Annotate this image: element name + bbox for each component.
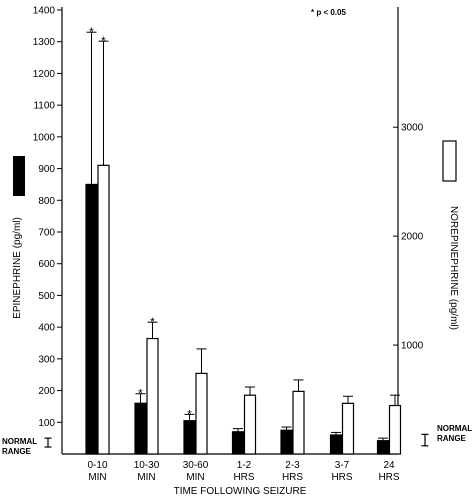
left-tick-label: 1200 bbox=[33, 69, 56, 80]
category-label-line2: HRS bbox=[331, 472, 352, 483]
left-legend bbox=[13, 156, 25, 196]
norepinephrine-significance-star: * bbox=[150, 315, 155, 329]
right-tick-label: 2000 bbox=[401, 232, 424, 243]
right-tick-label: 1000 bbox=[401, 341, 424, 352]
left-axis: 100 200 300 400 500 600 700 800 900 1000 1100 1200 1… bbox=[33, 6, 63, 454]
right-normal-label-line1: NORMAL bbox=[437, 424, 472, 433]
left-tick-label: 1000 bbox=[33, 132, 56, 143]
norepinephrine-bar bbox=[97, 164, 110, 455]
category-label-line2: HRS bbox=[378, 472, 399, 483]
category-label-line1: 10-30 bbox=[134, 460, 160, 471]
epinephrine-significance-star: * bbox=[187, 407, 192, 421]
left-normal-label-line2: RANGE bbox=[2, 447, 32, 456]
category-label-line1: 3-7 bbox=[335, 460, 350, 471]
right-normal-range: NORMAL RANGE bbox=[421, 424, 472, 447]
category-label-line2: MIN bbox=[88, 472, 106, 483]
norepinephrine-bar bbox=[243, 394, 257, 455]
norepinephrine-bar bbox=[388, 404, 402, 455]
epinephrine-bar bbox=[376, 440, 390, 455]
bars-layer: * * * * * bbox=[85, 25, 402, 455]
left-tick-label: 200 bbox=[38, 386, 55, 397]
category-label-line1: 30-60 bbox=[183, 460, 209, 471]
left-tick-label: 1100 bbox=[33, 101, 55, 112]
left-tick-label: 400 bbox=[38, 323, 55, 334]
norepinephrine-significance-star: * bbox=[101, 34, 106, 48]
epinephrine-significance-star: * bbox=[138, 387, 143, 401]
right-axis-title: NOREPINEPHRINE (pg/ml) bbox=[448, 206, 459, 330]
left-tick-label: 300 bbox=[38, 354, 55, 365]
left-normal-range: NORMAL RANGE bbox=[2, 437, 52, 456]
category-label-line2: MIN bbox=[186, 472, 204, 483]
norepinephrine-bar bbox=[146, 337, 159, 455]
left-tick-label: 1300 bbox=[33, 37, 56, 48]
epinephrine-bar bbox=[85, 183, 98, 455]
x-axis-title: TIME FOLLOWING SEIZURE bbox=[174, 486, 307, 497]
right-legend bbox=[442, 140, 457, 182]
epinephrine-bar bbox=[231, 431, 245, 455]
left-normal-label-line1: NORMAL bbox=[2, 437, 37, 446]
left-tick-label: 1400 bbox=[33, 6, 56, 17]
category-label-line2: HRS bbox=[282, 472, 303, 483]
category-label-line1: 1-2 bbox=[237, 460, 252, 471]
norepinephrine-legend-swatch bbox=[442, 140, 457, 182]
epinephrine-bar bbox=[329, 434, 343, 455]
epinephrine-bar bbox=[280, 429, 293, 455]
right-normal-range-symbol bbox=[421, 433, 429, 447]
norepinephrine-bar bbox=[195, 372, 208, 455]
left-axis-title: EPINEPHRINE (pg/ml) bbox=[12, 217, 23, 319]
left-tick-label: 500 bbox=[38, 291, 55, 302]
right-tick-label: 3000 bbox=[401, 123, 424, 134]
category-labels: 0-10MIN10-30MIN30-60MIN1-2HRS2-3HRS3-7HR… bbox=[87, 460, 399, 483]
epinephrine-bar bbox=[134, 402, 147, 455]
left-axis-ticks: 100 200 300 400 500 600 700 800 900 1000 1100 1200 1… bbox=[33, 6, 62, 429]
left-tick-label: 700 bbox=[38, 228, 55, 239]
epinephrine-significance-star: * bbox=[89, 25, 94, 39]
category-label-line2: MIN bbox=[137, 472, 155, 483]
norepinephrine-bar bbox=[292, 390, 305, 455]
epinephrine-bar bbox=[183, 420, 196, 455]
norepinephrine-bar bbox=[341, 402, 355, 455]
category-label-line1: 24 bbox=[383, 460, 395, 471]
left-tick-label: 800 bbox=[38, 196, 55, 207]
significance-note: * p < 0.05 bbox=[311, 8, 346, 17]
category-label-line1: 2-3 bbox=[285, 460, 300, 471]
category-label-line1: 0-10 bbox=[87, 460, 107, 471]
right-axis: 1000 2000 3000 bbox=[393, 7, 424, 454]
category-label-line2: HRS bbox=[233, 472, 254, 483]
left-tick-label: 600 bbox=[38, 259, 55, 270]
right-axis-ticks: 1000 2000 3000 bbox=[393, 123, 424, 352]
right-normal-label-line2: RANGE bbox=[437, 434, 467, 443]
epinephrine-legend-swatch bbox=[13, 156, 25, 196]
left-normal-range-symbol bbox=[44, 437, 52, 448]
left-tick-label: 100 bbox=[38, 418, 55, 429]
left-tick-label: 900 bbox=[38, 164, 55, 175]
